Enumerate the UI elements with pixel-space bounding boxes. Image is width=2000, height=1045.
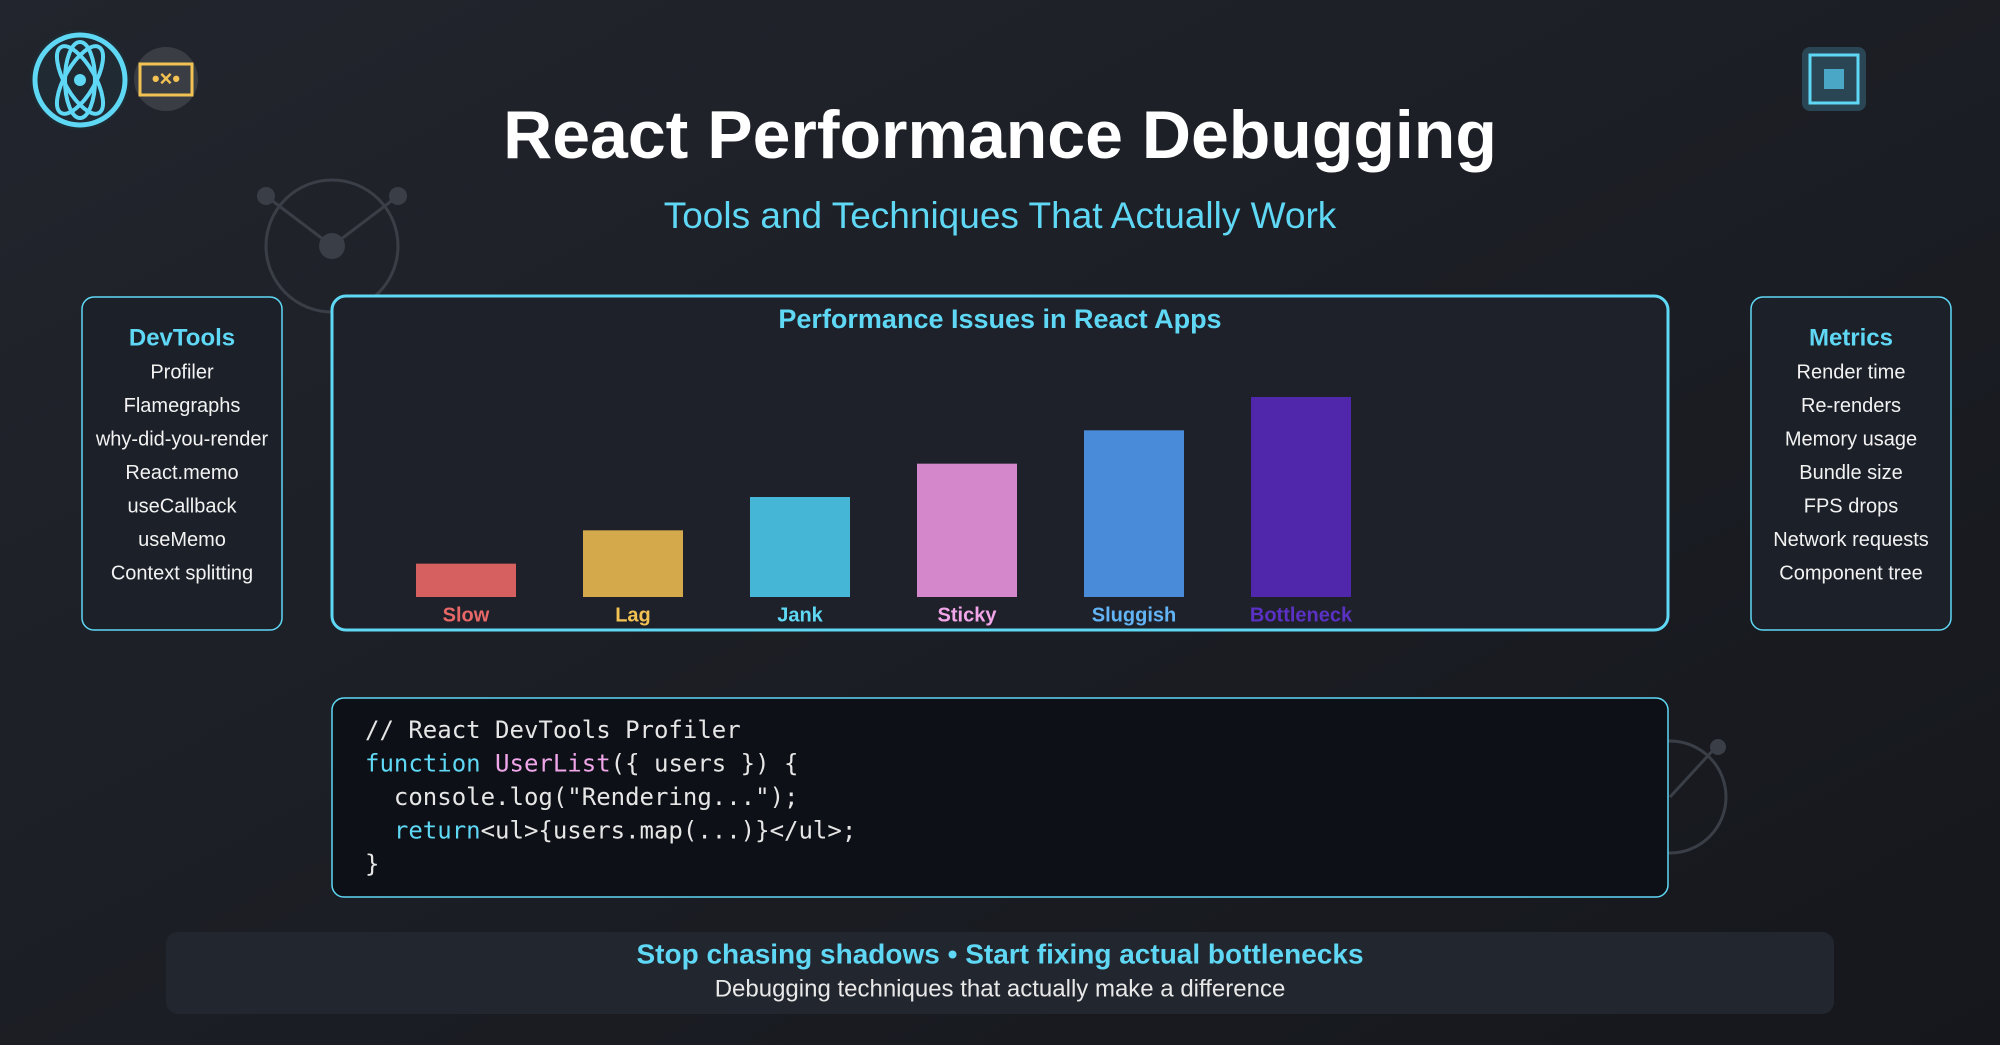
metrics-panel [1750, 296, 1952, 631]
panel-item: why-did-you-render [95, 428, 269, 450]
code-line: // React DevTools Profiler [365, 716, 741, 744]
code-token: ({ users }) { [611, 750, 799, 778]
code-token: } [365, 850, 379, 878]
panel-item: Profiler [150, 361, 214, 383]
panel-item: React.memo [125, 462, 238, 484]
panel-item: Re-renders [1801, 395, 1901, 417]
footer-panel [166, 932, 1834, 1014]
x-tick-label: Bottleneck [1250, 604, 1353, 626]
decoration-dots [257, 187, 1726, 755]
code-token: function [365, 750, 481, 778]
code-token: return [365, 817, 481, 845]
corner-icon [1802, 47, 1866, 111]
panel-item: useMemo [138, 529, 226, 551]
x-tick-label: Lag [615, 604, 651, 626]
bar [917, 463, 1017, 597]
footer-note: Debugging techniques that actually make … [715, 975, 1286, 1002]
svg-text:•×•: •×• [152, 66, 180, 91]
code-line: } [365, 850, 379, 878]
panel-item: FPS drops [1804, 495, 1898, 517]
panel-item: Bundle size [1799, 462, 1902, 484]
panel-item: Memory usage [1785, 428, 1917, 450]
bar [583, 530, 683, 597]
panel-item: Render time [1797, 361, 1906, 383]
subtitle: Tools and Techniques That Actually Work [664, 195, 1337, 236]
x-tick-label: Sluggish [1092, 604, 1176, 626]
bar [416, 563, 516, 597]
code-line: console.log("Rendering..."); [365, 783, 798, 811]
bar [750, 497, 850, 597]
panel-item: Context splitting [111, 562, 253, 584]
panel-title: Metrics [1809, 324, 1893, 351]
panel-title: DevTools [129, 324, 235, 351]
logo [30, 30, 130, 130]
code-token: console.log("Rendering..."); [365, 783, 798, 811]
footer-headline: Stop chasing shadows • Start fixing actu… [636, 938, 1363, 969]
panel-item: Network requests [1773, 529, 1929, 551]
x-tick-label: Jank [777, 604, 823, 626]
code-token: // React DevTools Profiler [365, 716, 741, 744]
panel-item: useCallback [128, 495, 238, 517]
chart-title: Performance Issues in React Apps [778, 304, 1221, 334]
badge-icon: •×• [134, 47, 198, 111]
code-line: function UserList({ users }) { [365, 750, 798, 778]
bar [1251, 397, 1351, 597]
title: React Performance Debugging [503, 97, 1497, 173]
code-token: UserList [481, 750, 611, 778]
panel-item: Flamegraphs [124, 395, 241, 417]
panel-item: Component tree [1779, 562, 1922, 584]
devtools-panel [81, 296, 283, 631]
x-tick-label: Slow [443, 604, 490, 626]
x-tick-label: Sticky [938, 604, 998, 626]
code-line: return<ul>{users.map(...)}</ul>; [365, 817, 856, 845]
code-token: <ul>{users.map(...)}</ul>; [481, 817, 857, 845]
code-panel [331, 697, 1669, 898]
bar [1084, 430, 1184, 597]
